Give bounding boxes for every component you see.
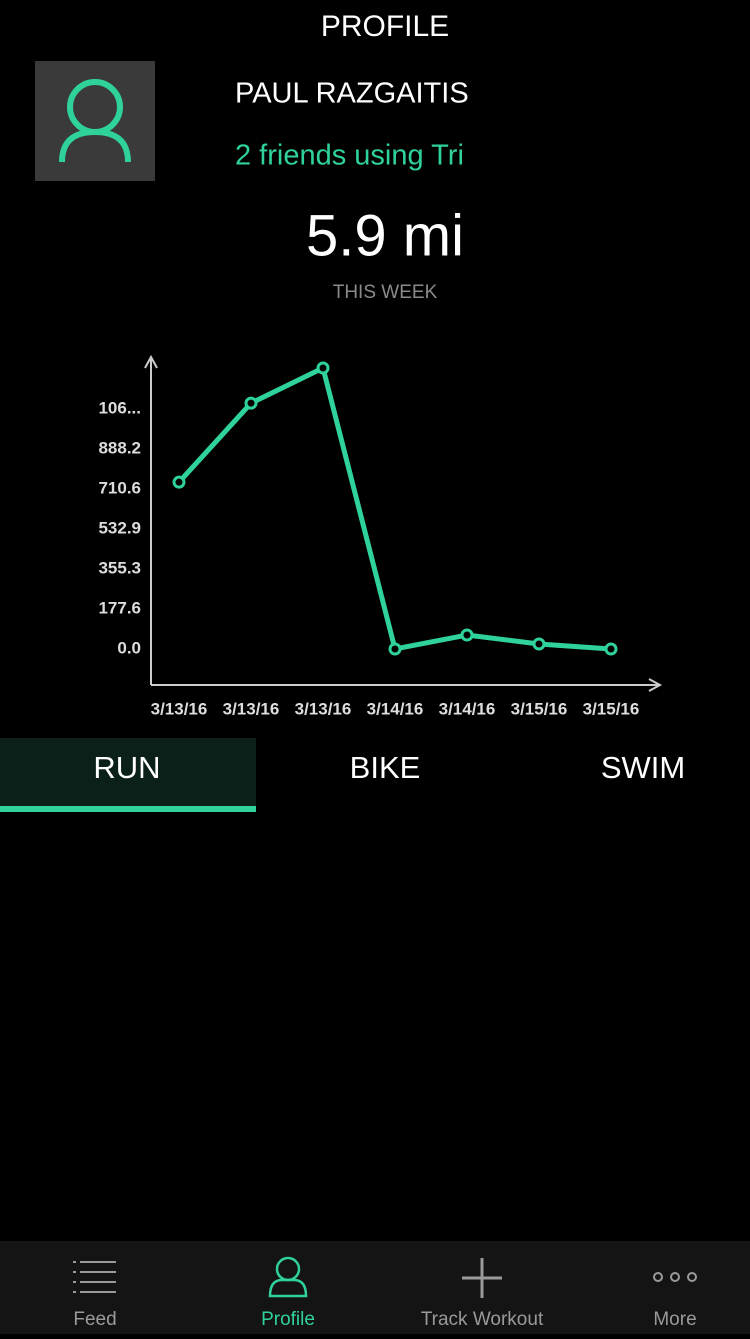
chart: 0.0 177.6 355.3 532.9 710.6 888.2 106... 3/13/1… (98, 354, 663, 718)
nav-label[interactable]: Track Workout (421, 1309, 544, 1330)
track-icon (462, 1258, 502, 1298)
x-tick-label: 3/13/16 (151, 699, 208, 718)
y-tick-label: 355.3 (98, 558, 141, 577)
data-point (244, 396, 258, 410)
x-tick-label: 3/13/16 (295, 699, 352, 718)
nav-bg (0, 1241, 750, 1334)
avatar[interactable] (35, 61, 155, 181)
more-icon (653, 1272, 697, 1282)
y-tick-label: 106... (98, 399, 141, 418)
period-label: THIS WEEK (333, 282, 438, 303)
y-axis (144, 354, 158, 685)
tab-label[interactable]: SWIM (601, 750, 685, 785)
data-point (388, 642, 402, 656)
y-tick-label: 0.0 (117, 638, 141, 657)
nav-label[interactable]: Feed (73, 1309, 116, 1330)
feed-icon (73, 1261, 116, 1293)
y-tick-label: 177.6 (98, 598, 141, 617)
y-tick-label: 532.9 (98, 518, 141, 537)
nav-label[interactable]: Profile (261, 1309, 315, 1330)
data-point (604, 642, 618, 656)
data-point (316, 361, 330, 375)
y-tick-label: 710.6 (98, 478, 141, 497)
data-point (460, 628, 474, 642)
user-name: PAUL RAZGAITIS (235, 78, 469, 110)
x-tick-label: 3/15/16 (583, 699, 640, 718)
avatar-body (59, 128, 131, 163)
weekly-distance: 5.9 mi (306, 203, 464, 268)
tab-bar: RUN BIKE SWIM (0, 738, 685, 812)
nav-label[interactable]: More (653, 1309, 696, 1330)
x-tick-label: 3/15/16 (511, 699, 568, 718)
data-point (532, 637, 546, 651)
data-point (172, 475, 186, 489)
active-tab-indicator (0, 806, 256, 812)
profile-icon (268, 1256, 308, 1298)
x-axis (151, 678, 663, 692)
friends-link[interactable]: 2 friends using Tri (235, 140, 464, 172)
active-tab-bg (0, 738, 256, 808)
y-tick-label: 888.2 (98, 439, 141, 458)
x-tick-label: 3/14/16 (439, 699, 496, 718)
bottom-nav: Feed Profile Track Workout More (0, 1241, 750, 1334)
screen-title: PROFILE (321, 10, 449, 43)
tab-label[interactable]: RUN (93, 750, 160, 785)
x-tick-label: 3/14/16 (367, 699, 424, 718)
x-tick-label: 3/13/16 (223, 699, 280, 718)
tab-label[interactable]: BIKE (350, 750, 421, 785)
